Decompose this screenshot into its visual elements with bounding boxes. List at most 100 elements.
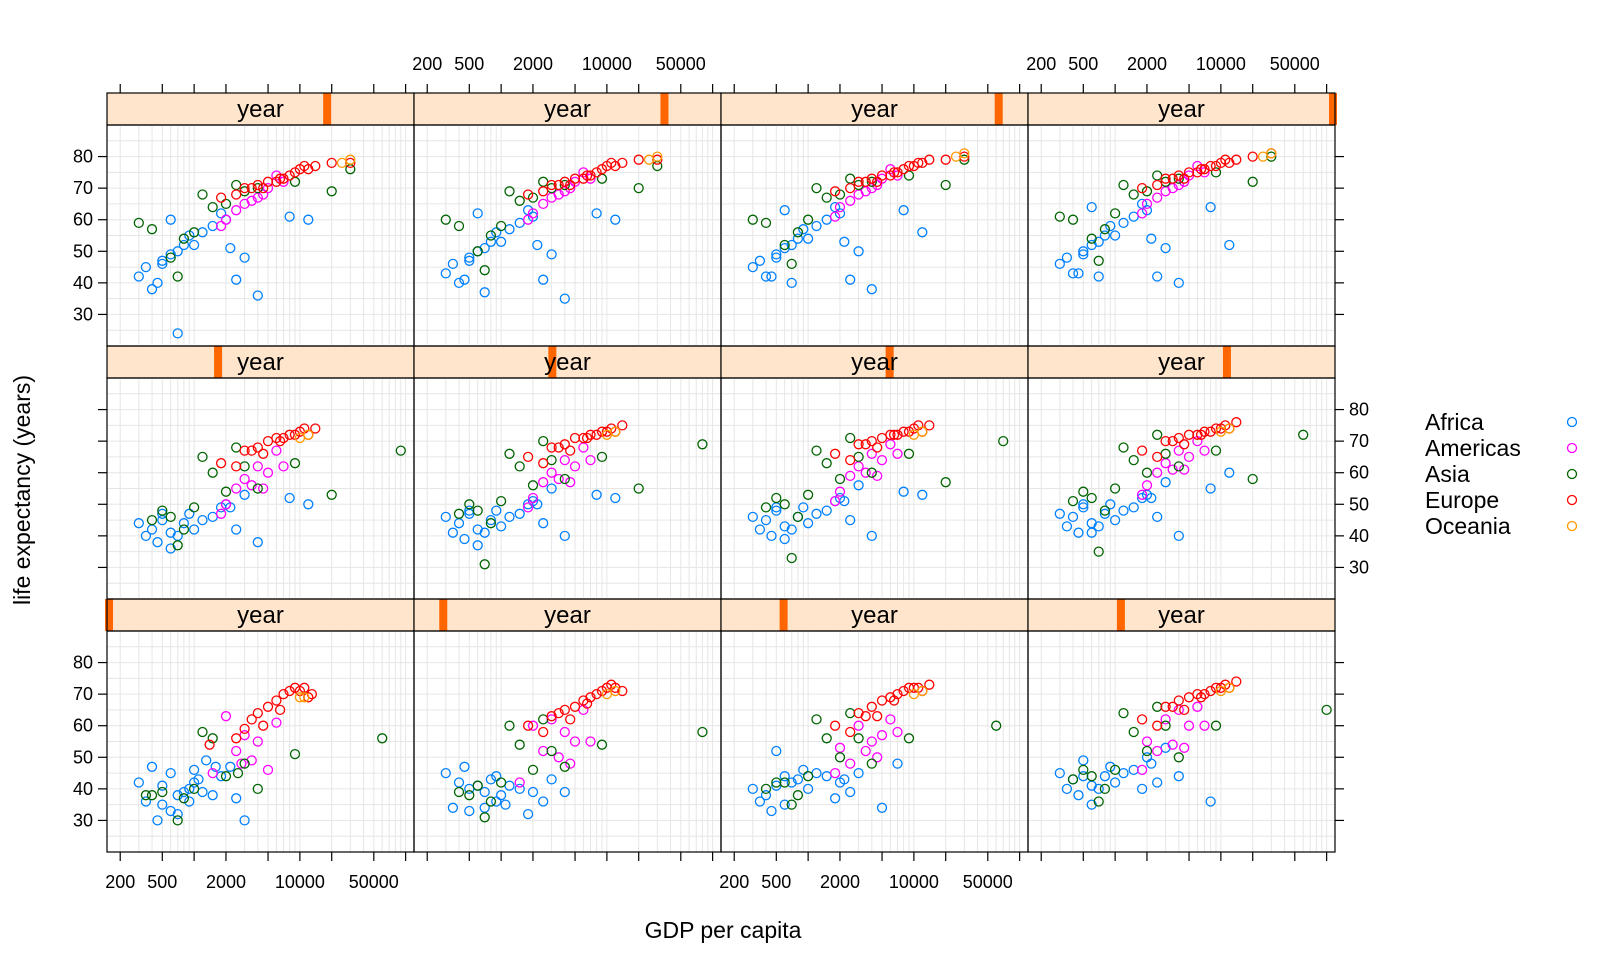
- panel-11: year: [721, 93, 1028, 346]
- panel-1: year: [105, 599, 414, 852]
- strip-year-indicator: [1329, 93, 1337, 125]
- strip-label: year: [237, 349, 284, 376]
- x-tick-label-bottom: 50000: [349, 872, 399, 892]
- data-point-asia: [539, 715, 548, 724]
- data-point-asia: [232, 443, 241, 452]
- strip-year-indicator: [323, 93, 331, 125]
- x-tick-label-bottom: 200: [719, 872, 749, 892]
- y-tick-label-left: 40: [73, 779, 93, 799]
- y-tick-label-left: 50: [73, 747, 93, 767]
- strip-label: year: [544, 96, 591, 123]
- data-point-asia: [198, 190, 207, 199]
- y-tick-label-left: 70: [73, 178, 93, 198]
- panel-3: year: [721, 599, 1028, 852]
- x-tick-label-bottom: 500: [761, 872, 791, 892]
- data-point-africa: [767, 272, 776, 281]
- y-tick-label-right: 40: [1349, 526, 1369, 546]
- strip-year-indicator: [1117, 599, 1125, 631]
- legend-label-oceania: Oceania: [1425, 513, 1511, 539]
- strip-label: year: [1158, 349, 1205, 376]
- strip-label: year: [1158, 602, 1205, 629]
- data-point-europe: [232, 462, 241, 471]
- data-point-asia: [822, 459, 831, 468]
- panel-10: year: [414, 93, 721, 346]
- panel-9: year: [107, 93, 414, 346]
- data-point-europe: [873, 443, 882, 452]
- data-point-europe: [566, 715, 575, 724]
- x-tick-label-bottom: 50000: [963, 872, 1013, 892]
- x-tick-label-top: 2000: [1127, 54, 1167, 74]
- data-point-africa: [505, 225, 514, 234]
- y-tick-label-right: 30: [1349, 557, 1369, 577]
- panel-12: year: [1028, 93, 1337, 346]
- y-axis-title: life expectancy (years): [9, 375, 35, 605]
- strip-label: year: [237, 602, 284, 629]
- data-point-africa: [524, 810, 533, 819]
- data-point-africa: [1153, 778, 1162, 787]
- strip-year-indicator: [214, 346, 222, 378]
- strip-label: year: [851, 96, 898, 123]
- data-point-asia: [822, 193, 831, 202]
- data-point-africa: [831, 794, 840, 803]
- data-point-africa: [217, 209, 226, 218]
- data-point-americas: [1153, 747, 1162, 756]
- y-tick-label-left: 60: [73, 716, 93, 736]
- data-point-africa: [226, 762, 235, 771]
- y-tick-label-left: 80: [73, 653, 93, 673]
- x-tick-label-top: 50000: [656, 54, 706, 74]
- data-point-americas: [539, 747, 548, 756]
- x-tick-label-bottom: 10000: [889, 872, 939, 892]
- strip-year-indicator: [780, 599, 788, 631]
- strip-label: year: [851, 349, 898, 376]
- strip-year-indicator: [1223, 346, 1231, 378]
- data-point-americas: [232, 747, 241, 756]
- panel-5: year: [107, 346, 414, 599]
- data-point-africa: [755, 525, 764, 534]
- data-point-africa: [1074, 791, 1083, 800]
- panel-2: year: [414, 599, 721, 852]
- strip-label: year: [237, 96, 284, 123]
- strip-label: year: [1158, 96, 1205, 123]
- data-point-asia: [1129, 728, 1138, 737]
- data-point-africa: [208, 222, 217, 231]
- data-point-europe: [232, 190, 241, 199]
- x-tick-label-top: 200: [1026, 54, 1056, 74]
- y-tick-label-left: 50: [73, 241, 93, 261]
- panel-4: year: [1028, 599, 1335, 852]
- data-point-africa: [1062, 253, 1071, 262]
- legend-marker-americas: [1568, 444, 1577, 453]
- y-tick-label-right: 70: [1349, 431, 1369, 451]
- legend: AfricaAmericasAsiaEuropeOceania: [1425, 409, 1577, 539]
- legend-marker-asia: [1568, 470, 1577, 479]
- data-point-africa: [767, 807, 776, 816]
- data-point-europe: [566, 446, 575, 455]
- y-tick-label-left: 80: [73, 147, 93, 167]
- data-point-africa: [611, 494, 620, 503]
- panel-8: year: [1028, 346, 1335, 599]
- data-point-asia: [1129, 190, 1138, 199]
- x-tick-label-bottom: 2000: [206, 872, 246, 892]
- y-tick-label-right: 60: [1349, 463, 1369, 483]
- data-point-africa: [755, 256, 764, 265]
- x-tick-label-top: 2000: [513, 54, 553, 74]
- data-point-africa: [533, 241, 542, 250]
- data-point-africa: [918, 490, 927, 499]
- data-point-africa: [153, 538, 162, 547]
- x-tick-label-top: 10000: [1196, 54, 1246, 74]
- legend-marker-oceania: [1568, 522, 1577, 531]
- data-point-europe: [539, 459, 548, 468]
- data-point-americas: [1153, 193, 1162, 202]
- data-point-africa: [208, 791, 217, 800]
- data-point-americas: [515, 778, 524, 787]
- panel-6: year: [414, 346, 721, 599]
- x-tick-label-bottom: 200: [105, 872, 135, 892]
- legend-marker-europe: [1568, 496, 1577, 505]
- data-point-europe: [217, 193, 226, 202]
- data-point-africa: [460, 762, 469, 771]
- x-tick-label-top: 50000: [1270, 54, 1320, 74]
- strip-year-indicator: [995, 93, 1003, 125]
- strip-label: year: [544, 349, 591, 376]
- data-point-americas: [217, 509, 226, 518]
